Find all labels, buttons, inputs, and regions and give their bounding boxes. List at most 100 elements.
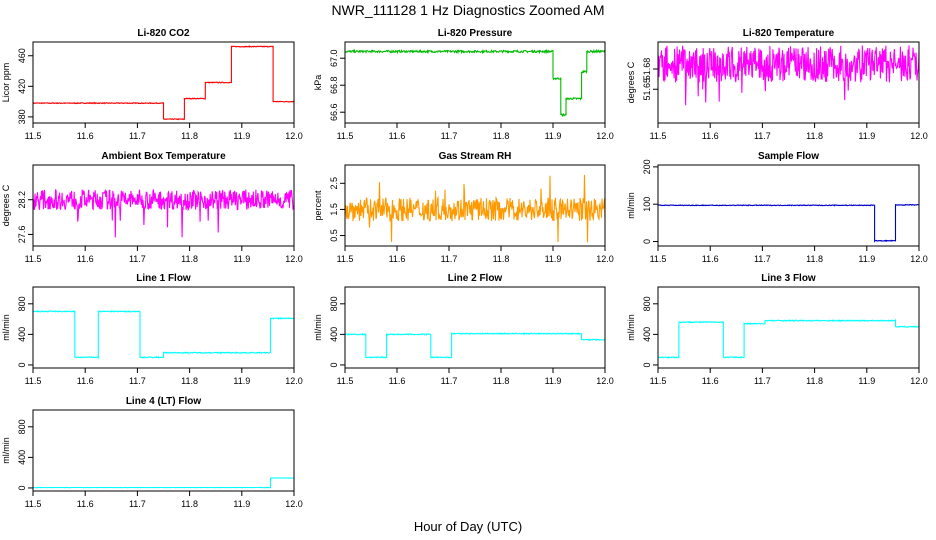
sampleflow-ytick-label: 100 [642, 197, 652, 212]
line1-xtick-label: 11.5 [25, 376, 42, 386]
line3-xtick-label: 11.5 [650, 376, 667, 386]
line1-title: Line 1 Flow [136, 273, 191, 284]
line1-xtick-label: 11.8 [181, 376, 198, 386]
temperature-ylabel: degrees C [626, 61, 636, 103]
rh-xtick-label: 11.6 [389, 254, 406, 264]
pressure-plot-frame [344, 41, 606, 124]
panel-line2: Line 2 Flow ml/min 11.5 11.6 11.7 11.8 11.9 12.… [313, 273, 614, 386]
line4-xtick-label: 11.7 [129, 499, 146, 509]
panel-line1: Line 1 Flow ml/min 11.5 11.6 11.7 11.8 11.9 12.… [1, 273, 303, 386]
co2-title: Li-820 CO2 [137, 28, 190, 39]
rh-ytick-label: 0.5 [329, 229, 339, 242]
line3-ytick-label: 400 [642, 327, 652, 342]
line2-xtick-label: 11.5 [337, 376, 354, 386]
line4-xtick-label: 11.6 [77, 499, 94, 509]
line4-series-line [32, 477, 294, 489]
pressure-xtick-label: 11.9 [545, 131, 562, 141]
sampleflow-ylabel: ml/min [626, 192, 636, 219]
line3-plot-frame [657, 286, 920, 369]
line1-xtick-label: 12.0 [285, 376, 303, 386]
panel-temperature: Li-820 Temperature degrees C 11.5 11.6 11.7 1… [626, 28, 928, 141]
line3-ylabel: ml/min [626, 314, 636, 341]
rh-title: Gas Stream RH [439, 151, 512, 162]
line3-xtick-label: 11.8 [806, 376, 823, 386]
rh-plot-frame [344, 164, 606, 247]
line3-ytick-label: 0 [642, 362, 652, 367]
line3-series-line [657, 318, 920, 359]
rh-xtick-label: 11.9 [545, 254, 562, 264]
rh-xtick-label: 12.0 [596, 254, 614, 264]
co2-ylabel: Licor ppm [1, 63, 11, 103]
ambient-series-line [32, 188, 295, 238]
figure-title: NWR_111128 1 Hz Diagnostics Zoomed AM [331, 2, 604, 18]
sampleflow-xtick-label: 11.9 [858, 254, 875, 264]
temperature-xtick-label: 11.7 [754, 131, 771, 141]
panel-line3: Line 3 Flow ml/min 11.5 11.6 11.7 11.8 11.9 12.… [626, 273, 928, 386]
ambient-xtick-label: 12.0 [285, 254, 303, 264]
co2-ytick-label: 420 [17, 79, 27, 94]
sampleflow-ytick-label: 0 [642, 239, 652, 244]
rh-xtick-label: 11.5 [337, 254, 354, 264]
temperature-ytick-label: 51.68 [642, 58, 652, 81]
panel-rh: Gas Stream RH percent 11.5 11.6 11.7 11.8 11.9… [313, 151, 614, 264]
sampleflow-ytick-label: 200 [642, 159, 652, 174]
panel-sampleflow: Sample Flow ml/min 11.5 11.6 11.7 11.8 11.9 12.… [626, 151, 928, 264]
line2-ytick-label: 400 [329, 327, 339, 342]
line2-plot-frame [344, 286, 606, 369]
rh-series-line [344, 174, 606, 243]
panel-co2: Li-820 CO2 Licor ppm 11.5 11.6 11.7 11.8 11.9 1… [1, 28, 303, 141]
rh-ytick-label: 2.5 [329, 177, 339, 190]
rh-ylabel: percent [313, 190, 323, 221]
ambient-xtick-label: 11.7 [129, 254, 146, 264]
ambient-xtick-label: 11.9 [233, 254, 250, 264]
line3-xtick-label: 11.7 [754, 376, 771, 386]
line1-xtick-label: 11.9 [233, 376, 250, 386]
co2-xtick-label: 11.9 [233, 131, 250, 141]
temperature-xtick-label: 11.5 [650, 131, 667, 141]
ambient-plot-frame [32, 164, 295, 247]
pressure-ytick-label: 66.6 [329, 103, 339, 121]
temperature-xtick-label: 11.8 [806, 131, 823, 141]
pressure-xtick-label: 11.8 [493, 131, 510, 141]
ambient-ytick-label: 28.2 [17, 191, 27, 209]
co2-series-line [32, 45, 295, 121]
co2-ytick-label: 460 [17, 48, 27, 63]
sampleflow-xtick-label: 11.6 [702, 254, 719, 264]
sampleflow-xtick-label: 12.0 [910, 254, 928, 264]
ambient-xtick-label: 11.5 [25, 254, 42, 264]
ambient-xtick-label: 11.6 [77, 254, 94, 264]
sampleflow-series-line [657, 203, 919, 243]
panel-ambient: Ambient Box Temperature degrees C 11.5 11.6… [1, 151, 303, 264]
sampleflow-xtick-label: 11.5 [650, 254, 667, 264]
pressure-xtick-label: 11.7 [441, 131, 458, 141]
temperature-ytick-label: 51.65 [642, 78, 652, 101]
line4-xtick-label: 12.0 [285, 499, 303, 509]
ambient-title: Ambient Box Temperature [101, 151, 226, 162]
sampleflow-xtick-label: 11.7 [754, 254, 771, 264]
line2-xtick-label: 11.8 [493, 376, 510, 386]
line3-xtick-label: 11.9 [858, 376, 875, 386]
rh-xtick-label: 11.8 [493, 254, 510, 264]
line1-xtick-label: 11.7 [129, 376, 146, 386]
co2-xtick-label: 12.0 [285, 131, 303, 141]
co2-xtick-label: 11.7 [129, 131, 146, 141]
line4-xtick-label: 11.5 [25, 499, 42, 509]
co2-xtick-label: 11.5 [25, 131, 42, 141]
line2-xtick-label: 11.7 [441, 376, 458, 386]
temperature-xtick-label: 12.0 [910, 131, 928, 141]
line4-plot-frame [32, 409, 295, 492]
sampleflow-plot-frame [657, 164, 920, 247]
line2-xtick-label: 12.0 [596, 376, 614, 386]
sampleflow-xtick-label: 11.8 [806, 254, 823, 264]
line3-ytick-label: 800 [642, 296, 652, 311]
rh-xtick-label: 11.7 [441, 254, 458, 264]
line4-ytick-label: 800 [17, 419, 27, 434]
temperature-series-line [657, 45, 920, 106]
pressure-xtick-label: 11.6 [389, 131, 406, 141]
line4-title: Line 4 (LT) Flow [126, 396, 202, 407]
ambient-ytick-label: 27.6 [17, 226, 27, 244]
co2-ytick-label: 380 [17, 109, 27, 124]
line4-ytick-label: 400 [17, 450, 27, 465]
ambient-xtick-label: 11.8 [181, 254, 198, 264]
